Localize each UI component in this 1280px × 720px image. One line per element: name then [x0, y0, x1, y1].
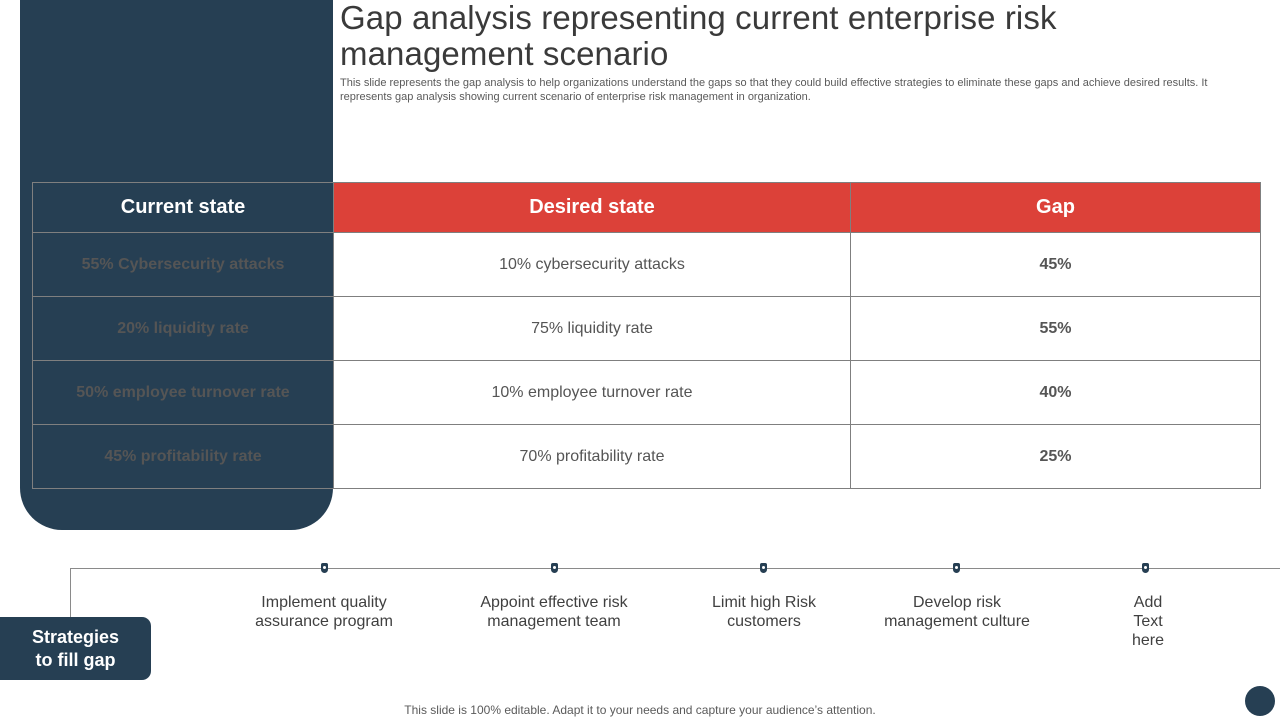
current-state-cell: 55% Cybersecurity attacks: [32, 232, 334, 297]
desired-state-cell: 70% profitability rate: [333, 424, 851, 489]
current-state-cell: 20% liquidity rate: [32, 296, 334, 361]
gap-analysis-table: Current state Desired state Gap 55% Cybe…: [32, 182, 1261, 489]
timeline-marker-icon: [551, 563, 558, 573]
timeline-marker-icon: [953, 563, 960, 573]
timeline-marker-icon: [1142, 563, 1149, 573]
gap-cell: 45%: [850, 232, 1261, 297]
desired-state-cell: 10% employee turnover rate: [333, 360, 851, 425]
strategies-label-text: Strategies to fill gap: [31, 626, 120, 670]
timeline-marker-icon: [321, 563, 328, 573]
page-subtitle: This slide represents the gap analysis t…: [340, 77, 1208, 103]
strategy-item: Appoint effective risk management team: [480, 594, 628, 630]
strategies-label: Strategies to fill gap: [0, 617, 151, 680]
current-state-cell: 45% profitability rate: [32, 424, 334, 489]
gap-cell: 25%: [850, 424, 1261, 489]
timeline-marker-icon: [760, 563, 767, 573]
strategy-item: Limit high Risk customers: [711, 594, 817, 630]
strategy-item: Implement quality assurance program: [255, 594, 393, 630]
footer-note: This slide is 100% editable. Adapt it to…: [404, 703, 876, 717]
strategy-item: Add Text here: [1131, 594, 1165, 649]
gap-cell: 55%: [850, 296, 1261, 361]
corner-circle-decoration: [1245, 686, 1275, 716]
desired-state-cell: 10% cybersecurity attacks: [333, 232, 851, 297]
current-state-cell: 50% employee turnover rate: [32, 360, 334, 425]
header-current-state: Current state: [32, 182, 334, 233]
table-row: 20% liquidity rate 75% liquidity rate 55…: [32, 296, 1261, 361]
header-desired-state: Desired state: [333, 182, 851, 233]
page-title: Gap analysis representing current enterp…: [340, 0, 1057, 72]
gap-cell: 40%: [850, 360, 1261, 425]
header-gap: Gap: [850, 182, 1261, 233]
strategy-item: Develop risk management culture: [884, 594, 1030, 630]
table-row: 55% Cybersecurity attacks 10% cybersecur…: [32, 232, 1261, 297]
table-header-row: Current state Desired state Gap: [32, 182, 1261, 233]
timeline-line: [70, 568, 1280, 569]
timeline-connector: [70, 568, 71, 620]
table-row: 45% profitability rate 70% profitability…: [32, 424, 1261, 489]
table-row: 50% employee turnover rate 10% employee …: [32, 360, 1261, 425]
desired-state-cell: 75% liquidity rate: [333, 296, 851, 361]
